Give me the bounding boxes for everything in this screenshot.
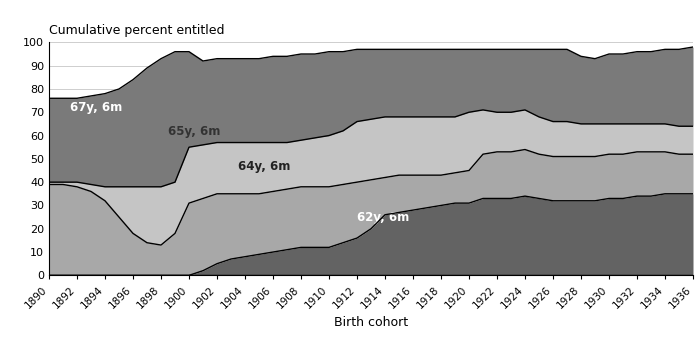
- Text: 67y, 6m: 67y, 6m: [70, 101, 122, 114]
- Text: 65y, 6m: 65y, 6m: [168, 125, 220, 138]
- Text: Cumulative percent entitled: Cumulative percent entitled: [49, 24, 225, 37]
- X-axis label: Birth cohort: Birth cohort: [334, 316, 408, 329]
- Text: 64y, 6m: 64y, 6m: [238, 160, 290, 173]
- Text: 62y, 6m: 62y, 6m: [357, 211, 410, 224]
